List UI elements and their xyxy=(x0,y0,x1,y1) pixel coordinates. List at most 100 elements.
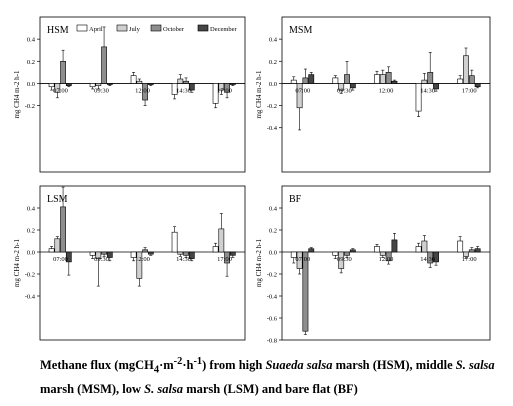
chart-legend: April July October December xyxy=(76,24,238,33)
bar xyxy=(142,249,148,253)
caption-part: ·h xyxy=(182,358,194,373)
chart-panel-hsm: 0.4 0.2 0.0 -0.2 mg CH4 m-2 h-1 07:00 09:30 12:… xyxy=(13,16,246,173)
legend-label: October xyxy=(163,26,185,33)
bar xyxy=(229,251,236,256)
bar xyxy=(468,249,475,253)
plot-frame xyxy=(39,16,246,173)
category-label: 07:00 xyxy=(295,87,310,94)
category-label: 12:00 xyxy=(379,87,394,94)
bar xyxy=(379,74,386,84)
bar xyxy=(89,251,96,256)
bar xyxy=(344,251,350,256)
caption-part: -2 xyxy=(173,356,183,367)
y-tick-label: 0.4 xyxy=(269,37,278,44)
category-label: 12:00 xyxy=(379,256,394,263)
bar xyxy=(349,249,356,253)
y-tick-label: 0.4 xyxy=(269,206,278,213)
bar xyxy=(302,251,309,332)
category-label: 17:00 xyxy=(217,256,232,263)
bar xyxy=(48,248,55,253)
y-tick-label: 0.2 xyxy=(269,59,277,66)
bar xyxy=(474,248,481,253)
bar xyxy=(177,78,184,84)
bar xyxy=(391,80,398,84)
y-tick-label: 0.2 xyxy=(27,228,35,235)
y-tick-label: 0.2 xyxy=(27,59,35,66)
caption-species: Suaeda salsa xyxy=(265,358,333,373)
bar xyxy=(95,83,102,86)
y-tick-label: 0.0 xyxy=(269,81,277,88)
y-axis-label: mg CH4 m-2 h-1 xyxy=(255,70,263,119)
bar xyxy=(171,231,178,253)
bar xyxy=(136,80,143,84)
chart-panel-lsm: 0.4 0.2 0.0 -0.2 -0.4 mg CH4 m-2 h-1 07:00 09:3… xyxy=(13,185,246,341)
bar xyxy=(60,60,66,84)
legend-swatch xyxy=(150,24,162,32)
bar xyxy=(421,240,428,253)
y-tick-label: -0.4 xyxy=(25,294,36,301)
bar xyxy=(415,246,422,253)
y-tick-label: -0.2 xyxy=(25,272,35,279)
caption-part: ) from high xyxy=(202,358,266,373)
figure-panels: 0.4 0.2 0.0 -0.2 mg CH4 m-2 h-1 07:00 09:30 12:… xyxy=(13,16,491,345)
caption-species: S. salsa xyxy=(455,358,495,373)
panel-title: HSM xyxy=(47,25,69,36)
y-tick-label: 0.4 xyxy=(27,206,36,213)
y-tick-label: -0.4 xyxy=(267,294,278,301)
bar xyxy=(65,83,72,86)
bar xyxy=(332,77,339,84)
y-tick-label: 0.0 xyxy=(27,81,35,88)
bar xyxy=(229,83,236,85)
category-label: 09:30 xyxy=(94,87,109,94)
category-label: 14:30 xyxy=(420,256,435,263)
category-label: 12:00 xyxy=(135,256,150,263)
caption-part: marsh (MSM), low xyxy=(40,381,145,396)
bar xyxy=(427,72,434,84)
category-label: 14:30 xyxy=(176,256,191,263)
caption-part: marsh (LSM) and bare flat (BF) xyxy=(183,381,358,396)
y-axis-label: mg CH4 m-2 h-1 xyxy=(13,70,21,119)
category-label: 09:30 xyxy=(337,256,352,263)
y-tick-label: -0.2 xyxy=(25,103,35,110)
category-label: 17:00 xyxy=(217,87,232,94)
category-label: 17:00 xyxy=(462,87,477,94)
category-label: 07:00 xyxy=(53,87,68,94)
y-tick-label: -0.8 xyxy=(267,338,277,345)
figure-caption: Methane flux (mgCH4·m-2·h-1) from high S… xyxy=(40,353,503,398)
legend-swatch xyxy=(116,24,128,32)
legend-label: July xyxy=(129,26,141,33)
y-axis-label: mg CH4 m-2 h-1 xyxy=(13,238,21,287)
caption-part: -1 xyxy=(193,356,203,367)
bar xyxy=(468,75,475,84)
bar xyxy=(290,79,297,84)
bar xyxy=(374,246,380,253)
bar xyxy=(101,46,107,84)
bar xyxy=(391,239,398,253)
bar xyxy=(302,77,309,84)
bar xyxy=(474,83,481,88)
y-axis-label: mg CH4 m-2 h-1 xyxy=(255,238,263,287)
bar xyxy=(332,251,339,256)
category-label: 17:00 xyxy=(462,256,477,263)
bar xyxy=(308,74,315,84)
bar xyxy=(106,83,113,85)
bar xyxy=(183,251,189,256)
bar xyxy=(344,74,350,84)
bar xyxy=(89,83,96,88)
legend-swatch xyxy=(197,24,209,32)
bar xyxy=(308,248,315,253)
bar xyxy=(457,78,464,84)
bar xyxy=(374,74,380,84)
caption-part: ·m xyxy=(159,358,174,373)
bar xyxy=(463,55,469,84)
bar xyxy=(385,72,392,84)
category-label: 09:30 xyxy=(337,87,352,94)
chart-panel-msm: 0.4 0.2 0.0 -0.2 -0.4 mg CH4 m-2 h-1 07:00 09:3… xyxy=(255,16,491,173)
bar xyxy=(379,251,386,256)
y-tick-label: 0.4 xyxy=(27,37,36,44)
panel-title: BF xyxy=(289,194,302,205)
y-tick-label: -0.2 xyxy=(267,272,277,279)
bar xyxy=(183,80,189,84)
category-label: 07:00 xyxy=(295,256,310,263)
bar xyxy=(457,240,464,253)
